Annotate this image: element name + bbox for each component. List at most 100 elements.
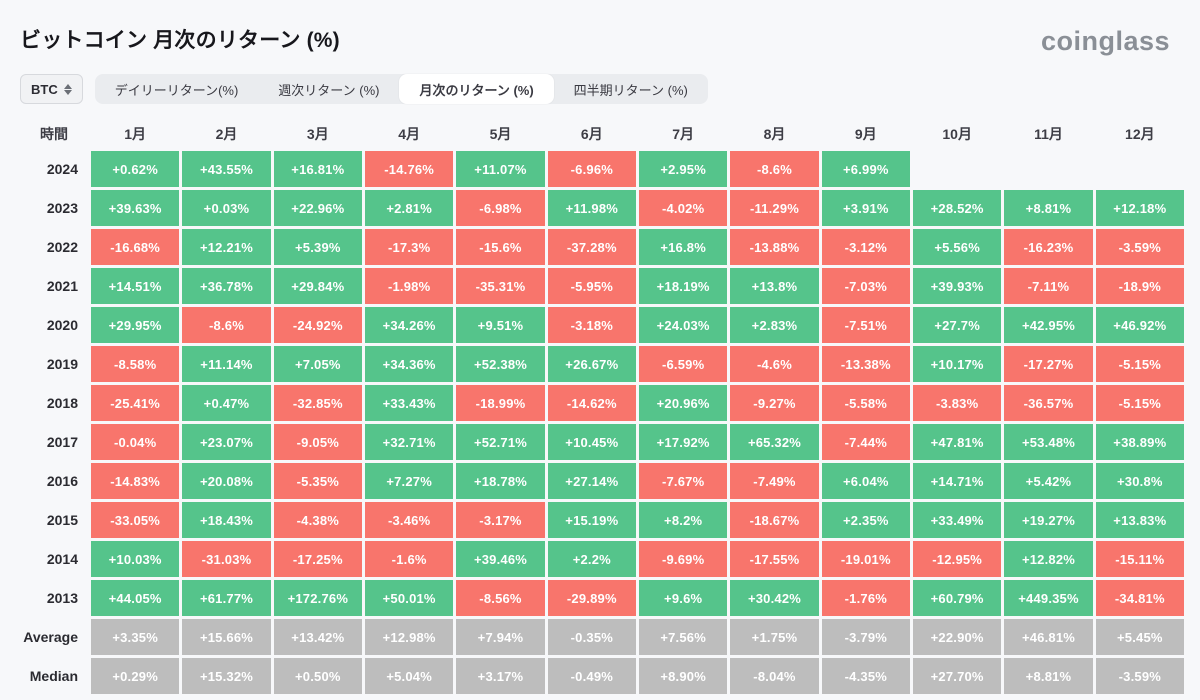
return-cell: +39.46% [456, 541, 545, 577]
return-cell: +10.03% [91, 541, 180, 577]
return-cell: +17.92% [639, 424, 728, 460]
column-header-month-9: 9月 [854, 126, 877, 142]
return-cell: +14.71% [913, 463, 1002, 499]
return-cell: +33.43% [365, 385, 454, 421]
return-cell: +28.52% [913, 190, 1002, 226]
tab-quarterly-return[interactable]: 四半期リターン (%) [573, 82, 688, 98]
return-cell: -7.03% [821, 268, 910, 304]
row-label-2020: 2020 [46, 317, 78, 333]
return-cell: -12.95% [913, 541, 1002, 577]
return-cell: +8.81% [1004, 658, 1093, 694]
return-cell: +36.78% [182, 268, 271, 304]
column-header-month-12: 12月 [1125, 126, 1155, 142]
return-cell: -13.88% [730, 229, 819, 265]
return-cell: +18.19% [639, 268, 728, 304]
return-cell: +24.03% [639, 307, 728, 343]
return-cell: +29.95% [91, 307, 180, 343]
return-cell: +10.17% [913, 346, 1002, 382]
return-cell: -4.02% [639, 190, 728, 226]
return-cell: -8.04% [730, 658, 819, 694]
coin-selector[interactable]: BTC [20, 74, 83, 104]
return-cell: +8.81% [1004, 190, 1093, 226]
row-label-2021: 2021 [46, 278, 78, 294]
return-cell: +44.05% [91, 580, 180, 616]
return-cell: +2.95% [639, 151, 728, 187]
return-cell: +33.49% [913, 502, 1002, 538]
return-cell: -3.12% [821, 229, 910, 265]
return-cell: +13.42% [273, 619, 362, 655]
return-cell: -5.95% [547, 268, 636, 304]
return-cell: -19.01% [821, 541, 910, 577]
return-cell: +38.89% [1095, 424, 1184, 460]
return-cell: +15.32% [182, 658, 271, 694]
return-cell: +22.90% [913, 619, 1002, 655]
return-cell: +3.35% [91, 619, 180, 655]
return-cell: +19.27% [1004, 502, 1093, 538]
return-cell: -15.6% [456, 229, 545, 265]
return-cell: +60.79% [913, 580, 1002, 616]
return-cell: -3.17% [456, 502, 545, 538]
return-cell: +16.8% [639, 229, 728, 265]
return-cell: +52.38% [456, 346, 545, 382]
empty-cell [1096, 151, 1184, 187]
return-cell: -14.83% [91, 463, 180, 499]
return-cell: +18.78% [456, 463, 545, 499]
return-cell: +9.6% [639, 580, 728, 616]
return-cell: -35.31% [456, 268, 545, 304]
return-cell: -33.05% [91, 502, 180, 538]
return-cell: +42.95% [1004, 307, 1093, 343]
return-cell: +5.45% [1095, 619, 1184, 655]
return-cell: -3.79% [821, 619, 910, 655]
monthly-returns-table: 時間 1月 2月 3月 4月 5月 6月 7月 8月 9月 10月 11月 12月 2024 +0.62% +… [20, 120, 1184, 694]
return-cell: +15.19% [547, 502, 636, 538]
return-cell: +8.90% [639, 658, 728, 694]
return-cell: +15.66% [182, 619, 271, 655]
return-cell: -3.46% [365, 502, 454, 538]
page-title: ビットコイン 月次のリターン (%) [20, 29, 340, 52]
return-cell: -3.59% [1095, 229, 1184, 265]
return-cell: -1.98% [365, 268, 454, 304]
column-header-month-6: 6月 [580, 126, 603, 142]
column-header-month-10: 10月 [942, 126, 972, 142]
column-header-month-3: 3月 [306, 126, 329, 142]
return-cell: -17.25% [273, 541, 362, 577]
return-cell: -37.28% [547, 229, 636, 265]
return-cell: +34.26% [365, 307, 454, 343]
return-cell: -5.58% [821, 385, 910, 421]
return-cell: -9.05% [273, 424, 362, 460]
return-cell: +30.42% [730, 580, 819, 616]
return-cell: -24.92% [273, 307, 362, 343]
return-cell: -7.44% [821, 424, 910, 460]
return-cell: +449.35% [1004, 580, 1093, 616]
tab-daily-return[interactable]: デイリーリターン(%) [114, 82, 239, 98]
return-cell: -7.51% [821, 307, 910, 343]
return-cell: +23.07% [182, 424, 271, 460]
return-cell: -32.85% [273, 385, 362, 421]
return-cell: -25.41% [91, 385, 180, 421]
return-cell: +0.29% [91, 658, 180, 694]
return-cell: +12.18% [1095, 190, 1184, 226]
return-cell: -1.76% [821, 580, 910, 616]
column-header-month-5: 5月 [489, 126, 512, 142]
empty-cell [1004, 151, 1092, 187]
return-cell: -16.23% [1004, 229, 1093, 265]
return-cell: +7.05% [273, 346, 362, 382]
return-cell: -0.49% [547, 658, 636, 694]
return-cell: +1.75% [730, 619, 819, 655]
return-cell: +29.84% [273, 268, 362, 304]
return-cell: -6.59% [639, 346, 728, 382]
return-cell: -9.27% [730, 385, 819, 421]
tab-monthly-return[interactable]: 月次のリターン (%) [399, 74, 554, 104]
return-cell: +12.82% [1004, 541, 1093, 577]
column-header-month-2: 2月 [215, 126, 238, 142]
row-label-2016: 2016 [46, 473, 78, 489]
return-cell: +5.42% [1004, 463, 1093, 499]
return-cell: -14.76% [365, 151, 454, 187]
tab-weekly-return[interactable]: 週次リターン (%) [278, 82, 380, 98]
return-cell: -6.96% [547, 151, 636, 187]
return-cell: +39.63% [91, 190, 180, 226]
return-cell: -3.18% [547, 307, 636, 343]
return-cell: +11.07% [456, 151, 545, 187]
return-cell: +26.67% [547, 346, 636, 382]
return-cell: -17.55% [730, 541, 819, 577]
